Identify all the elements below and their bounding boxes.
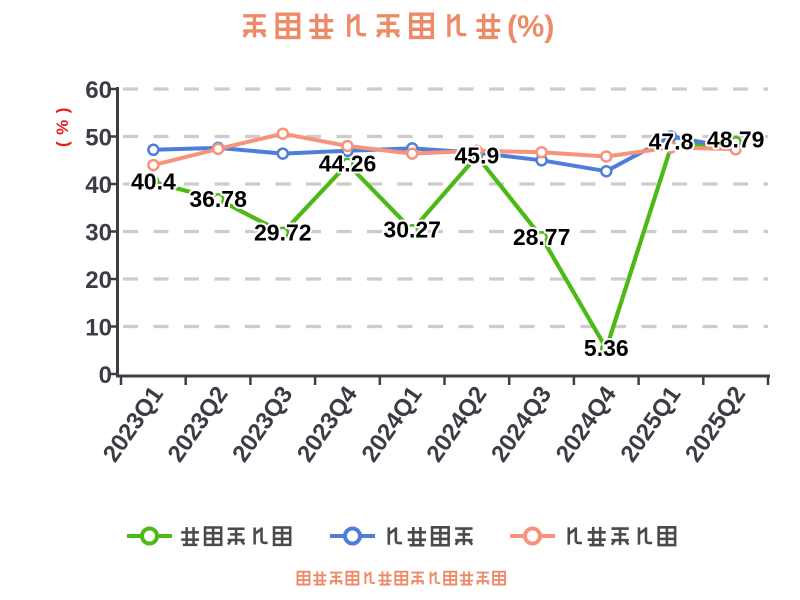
svg-text:2023Q3: 2023Q3 [227, 382, 298, 467]
svg-text:45.9: 45.9 [455, 143, 500, 169]
svg-text:2024Q1: 2024Q1 [357, 382, 428, 467]
svg-text:28.77: 28.77 [513, 224, 571, 250]
svg-text:2023Q2: 2023Q2 [162, 382, 233, 467]
svg-text:0: 0 [99, 362, 112, 389]
svg-text:20: 20 [85, 267, 112, 294]
svg-text:2023Q4: 2023Q4 [292, 381, 363, 467]
svg-text:(%): (%) [507, 10, 554, 44]
svg-text:2024Q2: 2024Q2 [421, 382, 492, 467]
svg-text:10: 10 [85, 315, 112, 342]
svg-text:36.78: 36.78 [189, 186, 247, 212]
svg-text:29.72: 29.72 [254, 219, 312, 245]
svg-text:30.27: 30.27 [383, 217, 441, 243]
svg-text:2023Q1: 2023Q1 [98, 382, 169, 467]
svg-text:60: 60 [85, 77, 112, 104]
svg-text:2024Q4: 2024Q4 [551, 381, 622, 467]
svg-text:2025Q2: 2025Q2 [680, 382, 751, 467]
svg-text:40.4: 40.4 [131, 169, 176, 195]
svg-text:40: 40 [85, 172, 112, 199]
svg-text:48.79: 48.79 [707, 127, 765, 153]
svg-text:2024Q3: 2024Q3 [486, 382, 557, 467]
svg-text:2025Q1: 2025Q1 [615, 382, 686, 467]
svg-text:47.8: 47.8 [649, 128, 694, 154]
svg-text:(%): (%) [53, 101, 72, 147]
svg-text:30: 30 [85, 220, 112, 247]
svg-text:50: 50 [85, 125, 112, 152]
svg-text:44.26: 44.26 [319, 150, 377, 176]
svg-text:5.36: 5.36 [584, 335, 629, 361]
